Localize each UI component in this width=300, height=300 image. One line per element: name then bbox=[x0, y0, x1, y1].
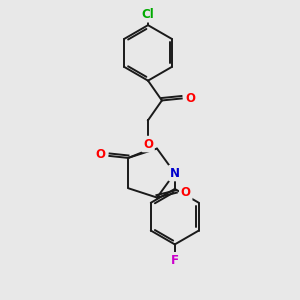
Text: F: F bbox=[171, 254, 179, 267]
Text: O: O bbox=[95, 148, 106, 161]
Text: O: O bbox=[143, 138, 153, 151]
Text: O: O bbox=[186, 92, 196, 105]
Text: Cl: Cl bbox=[142, 8, 154, 21]
Text: O: O bbox=[181, 186, 191, 199]
Text: N: N bbox=[170, 167, 180, 180]
